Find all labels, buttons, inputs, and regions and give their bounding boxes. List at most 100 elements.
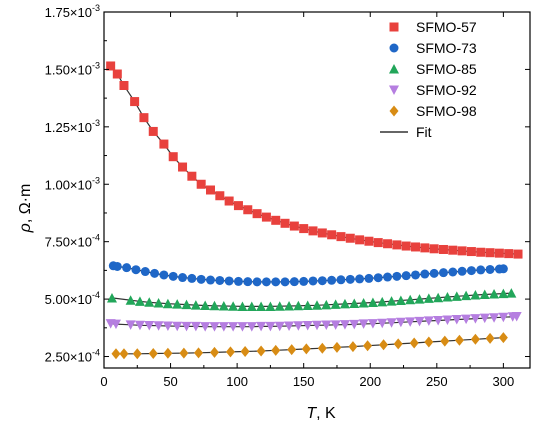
data-point-sfmo-73 xyxy=(429,268,439,278)
data-point-sfmo-73 xyxy=(252,277,262,287)
data-point-sfmo-85 xyxy=(386,296,397,306)
legend-label-sfmo-73: SFMO-73 xyxy=(416,40,477,56)
x-tick-label: 300 xyxy=(493,374,515,389)
data-point-sfmo-73 xyxy=(187,273,197,283)
data-point-sfmo-98 xyxy=(132,348,142,360)
data-point-sfmo-98 xyxy=(111,348,121,360)
data-point-sfmo-73 xyxy=(150,268,160,278)
data-point-sfmo-73 xyxy=(345,274,355,284)
data-point-sfmo-92 xyxy=(218,322,229,332)
y-tick-label: 7.50×10-4 xyxy=(45,233,100,250)
data-point-sfmo-85 xyxy=(489,289,500,299)
data-point-sfmo-85 xyxy=(349,298,360,308)
data-point-sfmo-73 xyxy=(485,264,495,274)
data-point-sfmo-92 xyxy=(228,322,239,332)
series-sfmo-73 xyxy=(108,261,508,287)
data-point-sfmo-85 xyxy=(265,301,276,311)
data-point-sfmo-57 xyxy=(252,209,262,219)
data-point-sfmo-57 xyxy=(494,248,504,258)
x-tick-label: 0 xyxy=(100,374,107,389)
data-point-sfmo-92 xyxy=(284,321,295,331)
data-point-sfmo-85 xyxy=(125,295,136,305)
data-point-sfmo-92 xyxy=(433,315,444,326)
data-point-sfmo-57 xyxy=(233,201,243,211)
data-point-sfmo-98 xyxy=(194,347,204,359)
data-point-sfmo-92 xyxy=(125,320,136,330)
data-point-sfmo-85 xyxy=(339,298,350,309)
x-tick-label: 250 xyxy=(426,374,448,389)
data-point-sfmo-85 xyxy=(461,290,472,301)
data-point-sfmo-98 xyxy=(485,332,495,344)
data-point-sfmo-92 xyxy=(395,317,406,328)
legend-symbol-sfmo-85 xyxy=(389,64,399,74)
data-point-sfmo-73 xyxy=(411,270,421,280)
data-point-sfmo-57 xyxy=(261,212,271,222)
y-tick-label: 1.00×10-3 xyxy=(45,175,100,192)
data-point-sfmo-57 xyxy=(448,245,458,255)
data-point-sfmo-92 xyxy=(377,318,388,329)
data-point-sfmo-92 xyxy=(153,321,164,331)
data-point-sfmo-73 xyxy=(336,275,346,285)
data-point-sfmo-73 xyxy=(420,269,430,279)
y-tick-label: 1.75×10-3 xyxy=(45,3,100,20)
data-point-sfmo-98 xyxy=(209,346,219,358)
plot-area-border xyxy=(103,11,531,369)
data-point-sfmo-57 xyxy=(271,215,281,225)
data-point-sfmo-92 xyxy=(511,312,522,322)
data-point-sfmo-73 xyxy=(438,268,448,278)
x-tick-label: 100 xyxy=(226,374,248,389)
data-point-sfmo-73 xyxy=(401,271,411,281)
legend-symbol-sfmo-73 xyxy=(389,43,399,53)
plot-frame xyxy=(103,11,531,369)
data-point-sfmo-85 xyxy=(498,288,509,299)
series-sfmo-85 xyxy=(106,288,517,311)
data-point-sfmo-57 xyxy=(148,126,158,136)
data-point-sfmo-73 xyxy=(364,273,374,283)
data-point-sfmo-98 xyxy=(287,344,297,356)
data-point-sfmo-57 xyxy=(159,139,169,149)
data-point-sfmo-92 xyxy=(200,322,211,332)
data-point-sfmo-85 xyxy=(405,294,416,305)
data-point-sfmo-73 xyxy=(168,271,178,281)
data-point-sfmo-98 xyxy=(271,344,281,356)
data-point-sfmo-57 xyxy=(139,113,149,123)
data-point-sfmo-92 xyxy=(414,316,425,327)
data-point-sfmo-57 xyxy=(345,233,355,243)
data-point-sfmo-57 xyxy=(196,179,206,189)
data-point-sfmo-98 xyxy=(256,345,266,357)
data-point-sfmo-92 xyxy=(330,320,341,330)
data-point-sfmo-57 xyxy=(224,196,234,206)
data-point-sfmo-92 xyxy=(498,312,509,323)
data-point-sfmo-73 xyxy=(289,277,299,287)
data-point-sfmo-73 xyxy=(299,276,309,286)
data-point-sfmo-57 xyxy=(215,191,225,201)
legend-label-sfmo-92: SFMO-92 xyxy=(416,82,477,98)
data-point-sfmo-57 xyxy=(476,247,486,257)
data-point-sfmo-73 xyxy=(476,265,486,275)
data-point-sfmo-57 xyxy=(457,246,467,256)
data-point-sfmo-73 xyxy=(178,273,188,283)
data-point-sfmo-85 xyxy=(395,295,406,305)
data-point-sfmo-57 xyxy=(206,185,215,195)
legend-label-sfmo-85: SFMO-85 xyxy=(416,61,477,77)
data-point-sfmo-57 xyxy=(420,243,430,253)
data-point-sfmo-73 xyxy=(383,272,393,282)
series-sfmo-98 xyxy=(111,332,508,360)
data-point-sfmo-85 xyxy=(106,292,117,303)
data-point-sfmo-85 xyxy=(293,300,304,311)
data-point-sfmo-92 xyxy=(237,322,248,332)
data-point-sfmo-98 xyxy=(470,333,480,345)
data-point-sfmo-57 xyxy=(112,69,122,79)
data-point-sfmo-73 xyxy=(233,276,243,286)
data-point-sfmo-92 xyxy=(293,321,304,331)
data-markers xyxy=(105,61,523,360)
data-point-sfmo-85 xyxy=(442,292,453,302)
data-point-sfmo-85 xyxy=(330,299,341,309)
data-point-sfmo-57 xyxy=(401,241,411,251)
data-point-sfmo-92 xyxy=(451,315,462,325)
y-tick-label: 5.00×10-4 xyxy=(45,290,100,307)
data-point-sfmo-85 xyxy=(321,299,332,310)
data-point-sfmo-92 xyxy=(489,313,500,323)
legend-symbol-sfmo-98 xyxy=(389,105,399,117)
